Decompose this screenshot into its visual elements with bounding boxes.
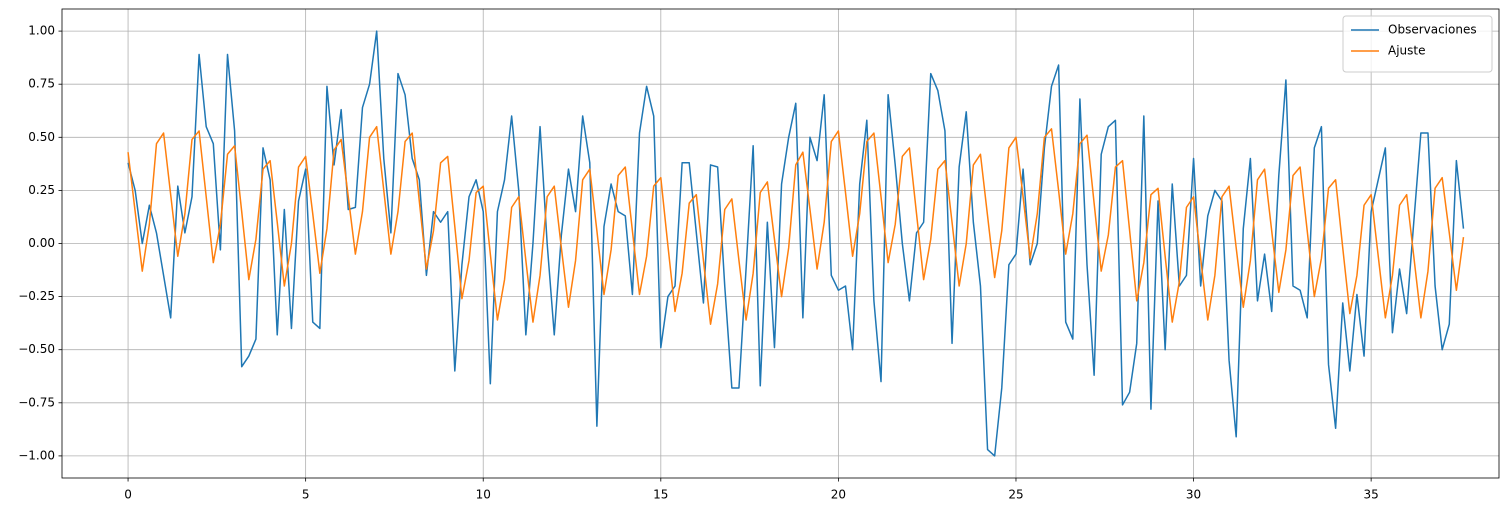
plot-frame: [61, 8, 1500, 479]
x-tick-label: 25: [1008, 488, 1023, 502]
y-tick-label: −0.75: [18, 395, 55, 409]
x-tick-label: 5: [302, 488, 310, 502]
y-tick-label: 0.25: [28, 183, 55, 197]
y-tick-label: −0.50: [18, 342, 55, 356]
x-tick-label: 30: [1186, 488, 1201, 502]
y-tick-label: 1.00: [28, 24, 55, 38]
legend: Observaciones Ajuste: [1342, 15, 1493, 73]
x-tick-label: 35: [1363, 488, 1378, 502]
y-tick-label: 0.50: [28, 130, 55, 144]
y-tick-label: 0.75: [28, 77, 55, 91]
legend-label: Ajuste: [1388, 44, 1426, 58]
series-line: [127, 30, 1465, 457]
legend-box: [1342, 15, 1493, 73]
x-tick-label: 15: [653, 488, 668, 502]
y-tick-label: 0.00: [28, 236, 55, 250]
y-tick-label: −0.25: [18, 289, 55, 303]
x-tick-label: 0: [124, 488, 132, 502]
x-tick-label: 10: [476, 488, 491, 502]
x-tick-label: 20: [831, 488, 846, 502]
series-line: [127, 125, 1465, 325]
legend-label: Observaciones: [1388, 23, 1477, 37]
y-tick-label: −1.00: [18, 448, 55, 462]
